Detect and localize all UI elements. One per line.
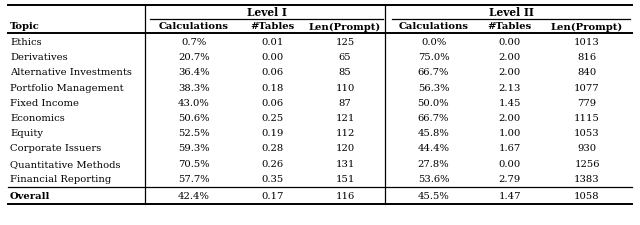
Text: Level II: Level II bbox=[488, 7, 533, 18]
Text: 38.3%: 38.3% bbox=[178, 83, 210, 92]
Text: 0.00: 0.00 bbox=[499, 159, 520, 168]
Text: 2.00: 2.00 bbox=[499, 68, 520, 77]
Text: 87: 87 bbox=[339, 99, 351, 107]
Text: 112: 112 bbox=[335, 129, 355, 138]
Text: Overall: Overall bbox=[10, 192, 51, 201]
Text: 0.19: 0.19 bbox=[261, 129, 284, 138]
Text: 44.4%: 44.4% bbox=[417, 144, 449, 153]
Text: 0.17: 0.17 bbox=[261, 192, 284, 201]
Text: 2.00: 2.00 bbox=[499, 53, 520, 62]
Text: Corporate Issuers: Corporate Issuers bbox=[10, 144, 101, 153]
Text: 0.28: 0.28 bbox=[261, 144, 284, 153]
Text: Economics: Economics bbox=[10, 114, 65, 123]
Text: 0.35: 0.35 bbox=[261, 174, 284, 183]
Text: 66.7%: 66.7% bbox=[418, 68, 449, 77]
Text: 131: 131 bbox=[335, 159, 355, 168]
Text: Len(Prompt): Len(Prompt) bbox=[551, 22, 623, 32]
Text: 36.4%: 36.4% bbox=[178, 68, 210, 77]
Text: 0.01: 0.01 bbox=[261, 38, 284, 47]
Text: 121: 121 bbox=[335, 114, 355, 123]
Text: Quantitative Methods: Quantitative Methods bbox=[10, 159, 120, 168]
Text: 50.6%: 50.6% bbox=[179, 114, 210, 123]
Text: 1115: 1115 bbox=[574, 114, 600, 123]
Text: 1013: 1013 bbox=[574, 38, 600, 47]
Text: 2.79: 2.79 bbox=[499, 174, 520, 183]
Text: 53.6%: 53.6% bbox=[418, 174, 449, 183]
Text: 840: 840 bbox=[577, 68, 596, 77]
Text: Derivatives: Derivatives bbox=[10, 53, 68, 62]
Text: 0.18: 0.18 bbox=[261, 83, 284, 92]
Text: Len(Prompt): Len(Prompt) bbox=[309, 22, 381, 32]
Text: 59.3%: 59.3% bbox=[178, 144, 210, 153]
Text: 75.0%: 75.0% bbox=[418, 53, 449, 62]
Text: 110: 110 bbox=[335, 83, 355, 92]
Text: 120: 120 bbox=[335, 144, 355, 153]
Text: Level I: Level I bbox=[246, 7, 287, 18]
Text: 816: 816 bbox=[577, 53, 596, 62]
Text: 2.00: 2.00 bbox=[499, 114, 520, 123]
Text: 1.67: 1.67 bbox=[499, 144, 520, 153]
Text: 1.45: 1.45 bbox=[499, 99, 521, 107]
Text: #Tables: #Tables bbox=[250, 22, 294, 31]
Text: Ethics: Ethics bbox=[10, 38, 42, 47]
Text: 0.26: 0.26 bbox=[261, 159, 284, 168]
Text: 1256: 1256 bbox=[574, 159, 600, 168]
Text: 0.00: 0.00 bbox=[499, 38, 520, 47]
Text: 50.0%: 50.0% bbox=[418, 99, 449, 107]
Text: 151: 151 bbox=[335, 174, 355, 183]
Text: Topic: Topic bbox=[10, 22, 40, 31]
Text: 52.5%: 52.5% bbox=[178, 129, 210, 138]
Text: 20.7%: 20.7% bbox=[178, 53, 210, 62]
Text: 0.06: 0.06 bbox=[261, 68, 284, 77]
Text: Fixed Income: Fixed Income bbox=[10, 99, 79, 107]
Text: 1077: 1077 bbox=[574, 83, 600, 92]
Text: 56.3%: 56.3% bbox=[418, 83, 449, 92]
Text: 116: 116 bbox=[335, 192, 355, 201]
Text: Calculations: Calculations bbox=[159, 22, 229, 31]
Text: 1383: 1383 bbox=[574, 174, 600, 183]
Text: 27.8%: 27.8% bbox=[418, 159, 449, 168]
Text: 0.00: 0.00 bbox=[261, 53, 284, 62]
Text: #Tables: #Tables bbox=[488, 22, 532, 31]
Text: 66.7%: 66.7% bbox=[418, 114, 449, 123]
Text: 0.0%: 0.0% bbox=[421, 38, 446, 47]
Text: Calculations: Calculations bbox=[399, 22, 468, 31]
Text: 1058: 1058 bbox=[574, 192, 600, 201]
Text: 1.47: 1.47 bbox=[499, 192, 521, 201]
Text: Alternative Investments: Alternative Investments bbox=[10, 68, 132, 77]
Text: 930: 930 bbox=[577, 144, 596, 153]
Text: 45.8%: 45.8% bbox=[418, 129, 449, 138]
Text: Financial Reporting: Financial Reporting bbox=[10, 174, 111, 183]
Text: 43.0%: 43.0% bbox=[178, 99, 210, 107]
Text: 0.25: 0.25 bbox=[261, 114, 284, 123]
Text: 0.06: 0.06 bbox=[261, 99, 284, 107]
Text: 65: 65 bbox=[339, 53, 351, 62]
Text: 1053: 1053 bbox=[574, 129, 600, 138]
Text: 779: 779 bbox=[577, 99, 596, 107]
Text: 1.00: 1.00 bbox=[499, 129, 521, 138]
Text: 45.5%: 45.5% bbox=[418, 192, 449, 201]
Text: Portfolio Management: Portfolio Management bbox=[10, 83, 124, 92]
Text: 70.5%: 70.5% bbox=[178, 159, 210, 168]
Text: Equity: Equity bbox=[10, 129, 43, 138]
Text: 57.7%: 57.7% bbox=[178, 174, 210, 183]
Text: 125: 125 bbox=[335, 38, 355, 47]
Text: 2.13: 2.13 bbox=[499, 83, 521, 92]
Text: 85: 85 bbox=[339, 68, 351, 77]
Text: 42.4%: 42.4% bbox=[178, 192, 210, 201]
Text: 0.7%: 0.7% bbox=[181, 38, 207, 47]
